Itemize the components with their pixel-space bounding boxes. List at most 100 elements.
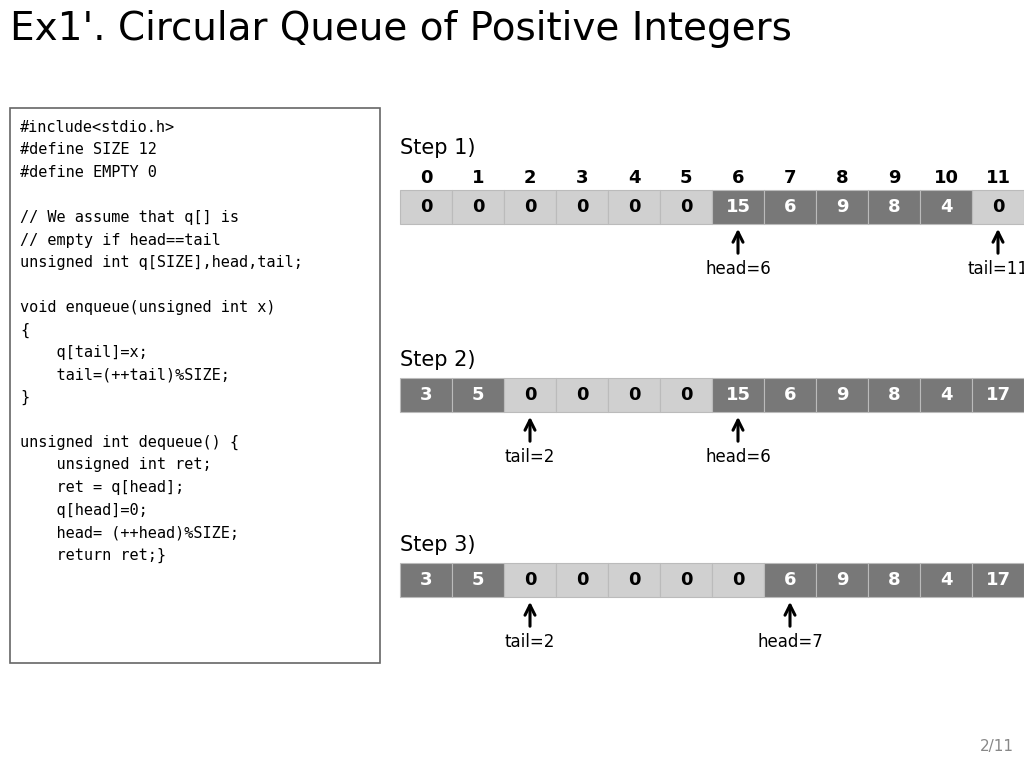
Text: unsigned int ret;: unsigned int ret; (20, 458, 212, 472)
Bar (504, 190, 556, 224)
Text: 2: 2 (523, 169, 537, 187)
Text: 6: 6 (783, 571, 797, 589)
Text: 0: 0 (680, 198, 692, 216)
Bar (868, 378, 920, 412)
Bar (816, 190, 868, 224)
Text: 8: 8 (888, 571, 900, 589)
Bar (972, 190, 1024, 224)
Bar (972, 378, 1024, 412)
Text: 3: 3 (420, 571, 432, 589)
Bar (660, 563, 712, 597)
Text: ret = q[head];: ret = q[head]; (20, 480, 184, 495)
Text: 5: 5 (472, 571, 484, 589)
Text: 17: 17 (985, 571, 1011, 589)
Bar (764, 190, 816, 224)
Text: Step 2): Step 2) (400, 350, 475, 370)
Text: 15: 15 (725, 386, 751, 404)
Text: Step 3): Step 3) (400, 535, 475, 555)
Text: unsigned int q[SIZE],head,tail;: unsigned int q[SIZE],head,tail; (20, 255, 303, 270)
Text: 1: 1 (472, 169, 484, 187)
Bar (504, 563, 556, 597)
Bar (712, 190, 764, 224)
Text: void enqueue(unsigned int x): void enqueue(unsigned int x) (20, 300, 275, 315)
Text: 0: 0 (575, 198, 588, 216)
Text: 8: 8 (836, 169, 848, 187)
Bar (920, 563, 972, 597)
Text: tail=2: tail=2 (505, 633, 555, 651)
Bar (868, 190, 920, 224)
Bar (660, 378, 712, 412)
Bar (452, 563, 504, 597)
Text: 3: 3 (575, 169, 588, 187)
Text: 0: 0 (628, 198, 640, 216)
Text: 0: 0 (575, 386, 588, 404)
Bar (556, 190, 608, 224)
Text: #define SIZE 12: #define SIZE 12 (20, 143, 157, 157)
Text: 6: 6 (732, 169, 744, 187)
Text: 0: 0 (523, 386, 537, 404)
Text: 9: 9 (836, 571, 848, 589)
Text: 0: 0 (680, 571, 692, 589)
Text: 7: 7 (783, 169, 797, 187)
Bar (452, 190, 504, 224)
Bar (660, 190, 712, 224)
Text: 0: 0 (732, 571, 744, 589)
Bar (816, 563, 868, 597)
Bar (608, 190, 660, 224)
Text: tail=2: tail=2 (505, 448, 555, 466)
Text: 8: 8 (888, 386, 900, 404)
Text: 0: 0 (628, 386, 640, 404)
Text: Ex1'. Circular Queue of Positive Integers: Ex1'. Circular Queue of Positive Integer… (10, 10, 792, 48)
Text: unsigned int dequeue() {: unsigned int dequeue() { (20, 435, 239, 450)
Bar (712, 378, 764, 412)
Text: 11: 11 (985, 169, 1011, 187)
Text: 0: 0 (628, 571, 640, 589)
Text: 0: 0 (992, 198, 1005, 216)
Bar (764, 378, 816, 412)
Bar (400, 190, 452, 224)
Bar (608, 563, 660, 597)
Bar (400, 563, 452, 597)
Text: 4: 4 (940, 198, 952, 216)
Text: 0: 0 (680, 386, 692, 404)
Bar (556, 378, 608, 412)
Bar (10, 108, 380, 663)
Text: 4: 4 (940, 571, 952, 589)
Bar (920, 190, 972, 224)
Text: q[tail]=x;: q[tail]=x; (20, 345, 147, 360)
Text: head=6: head=6 (706, 448, 771, 466)
Text: 0: 0 (523, 571, 537, 589)
Text: 3: 3 (420, 386, 432, 404)
Text: {: { (20, 323, 29, 338)
Bar (504, 378, 556, 412)
Bar (816, 378, 868, 412)
Text: tail=11: tail=11 (968, 260, 1024, 278)
Text: q[head]=0;: q[head]=0; (20, 502, 147, 518)
Text: 0: 0 (575, 571, 588, 589)
Text: 0: 0 (472, 198, 484, 216)
Text: head= (++head)%SIZE;: head= (++head)%SIZE; (20, 525, 239, 540)
Text: 8: 8 (888, 198, 900, 216)
Text: }: } (20, 390, 29, 406)
Text: 5: 5 (680, 169, 692, 187)
Text: Step 1): Step 1) (400, 138, 475, 158)
Text: // empty if head==tail: // empty if head==tail (20, 233, 221, 247)
Text: head=6: head=6 (706, 260, 771, 278)
Text: 15: 15 (725, 198, 751, 216)
Text: 10: 10 (934, 169, 958, 187)
Bar (920, 378, 972, 412)
Bar (972, 563, 1024, 597)
Text: 6: 6 (783, 198, 797, 216)
Text: head=7: head=7 (757, 633, 823, 651)
Bar (764, 563, 816, 597)
Bar (608, 378, 660, 412)
Text: 0: 0 (420, 169, 432, 187)
Text: 0: 0 (420, 198, 432, 216)
Bar (868, 563, 920, 597)
Bar (712, 563, 764, 597)
Bar (452, 378, 504, 412)
Text: 9: 9 (836, 386, 848, 404)
Text: 9: 9 (836, 198, 848, 216)
Bar (400, 378, 452, 412)
Text: // We assume that q[] is: // We assume that q[] is (20, 210, 239, 225)
